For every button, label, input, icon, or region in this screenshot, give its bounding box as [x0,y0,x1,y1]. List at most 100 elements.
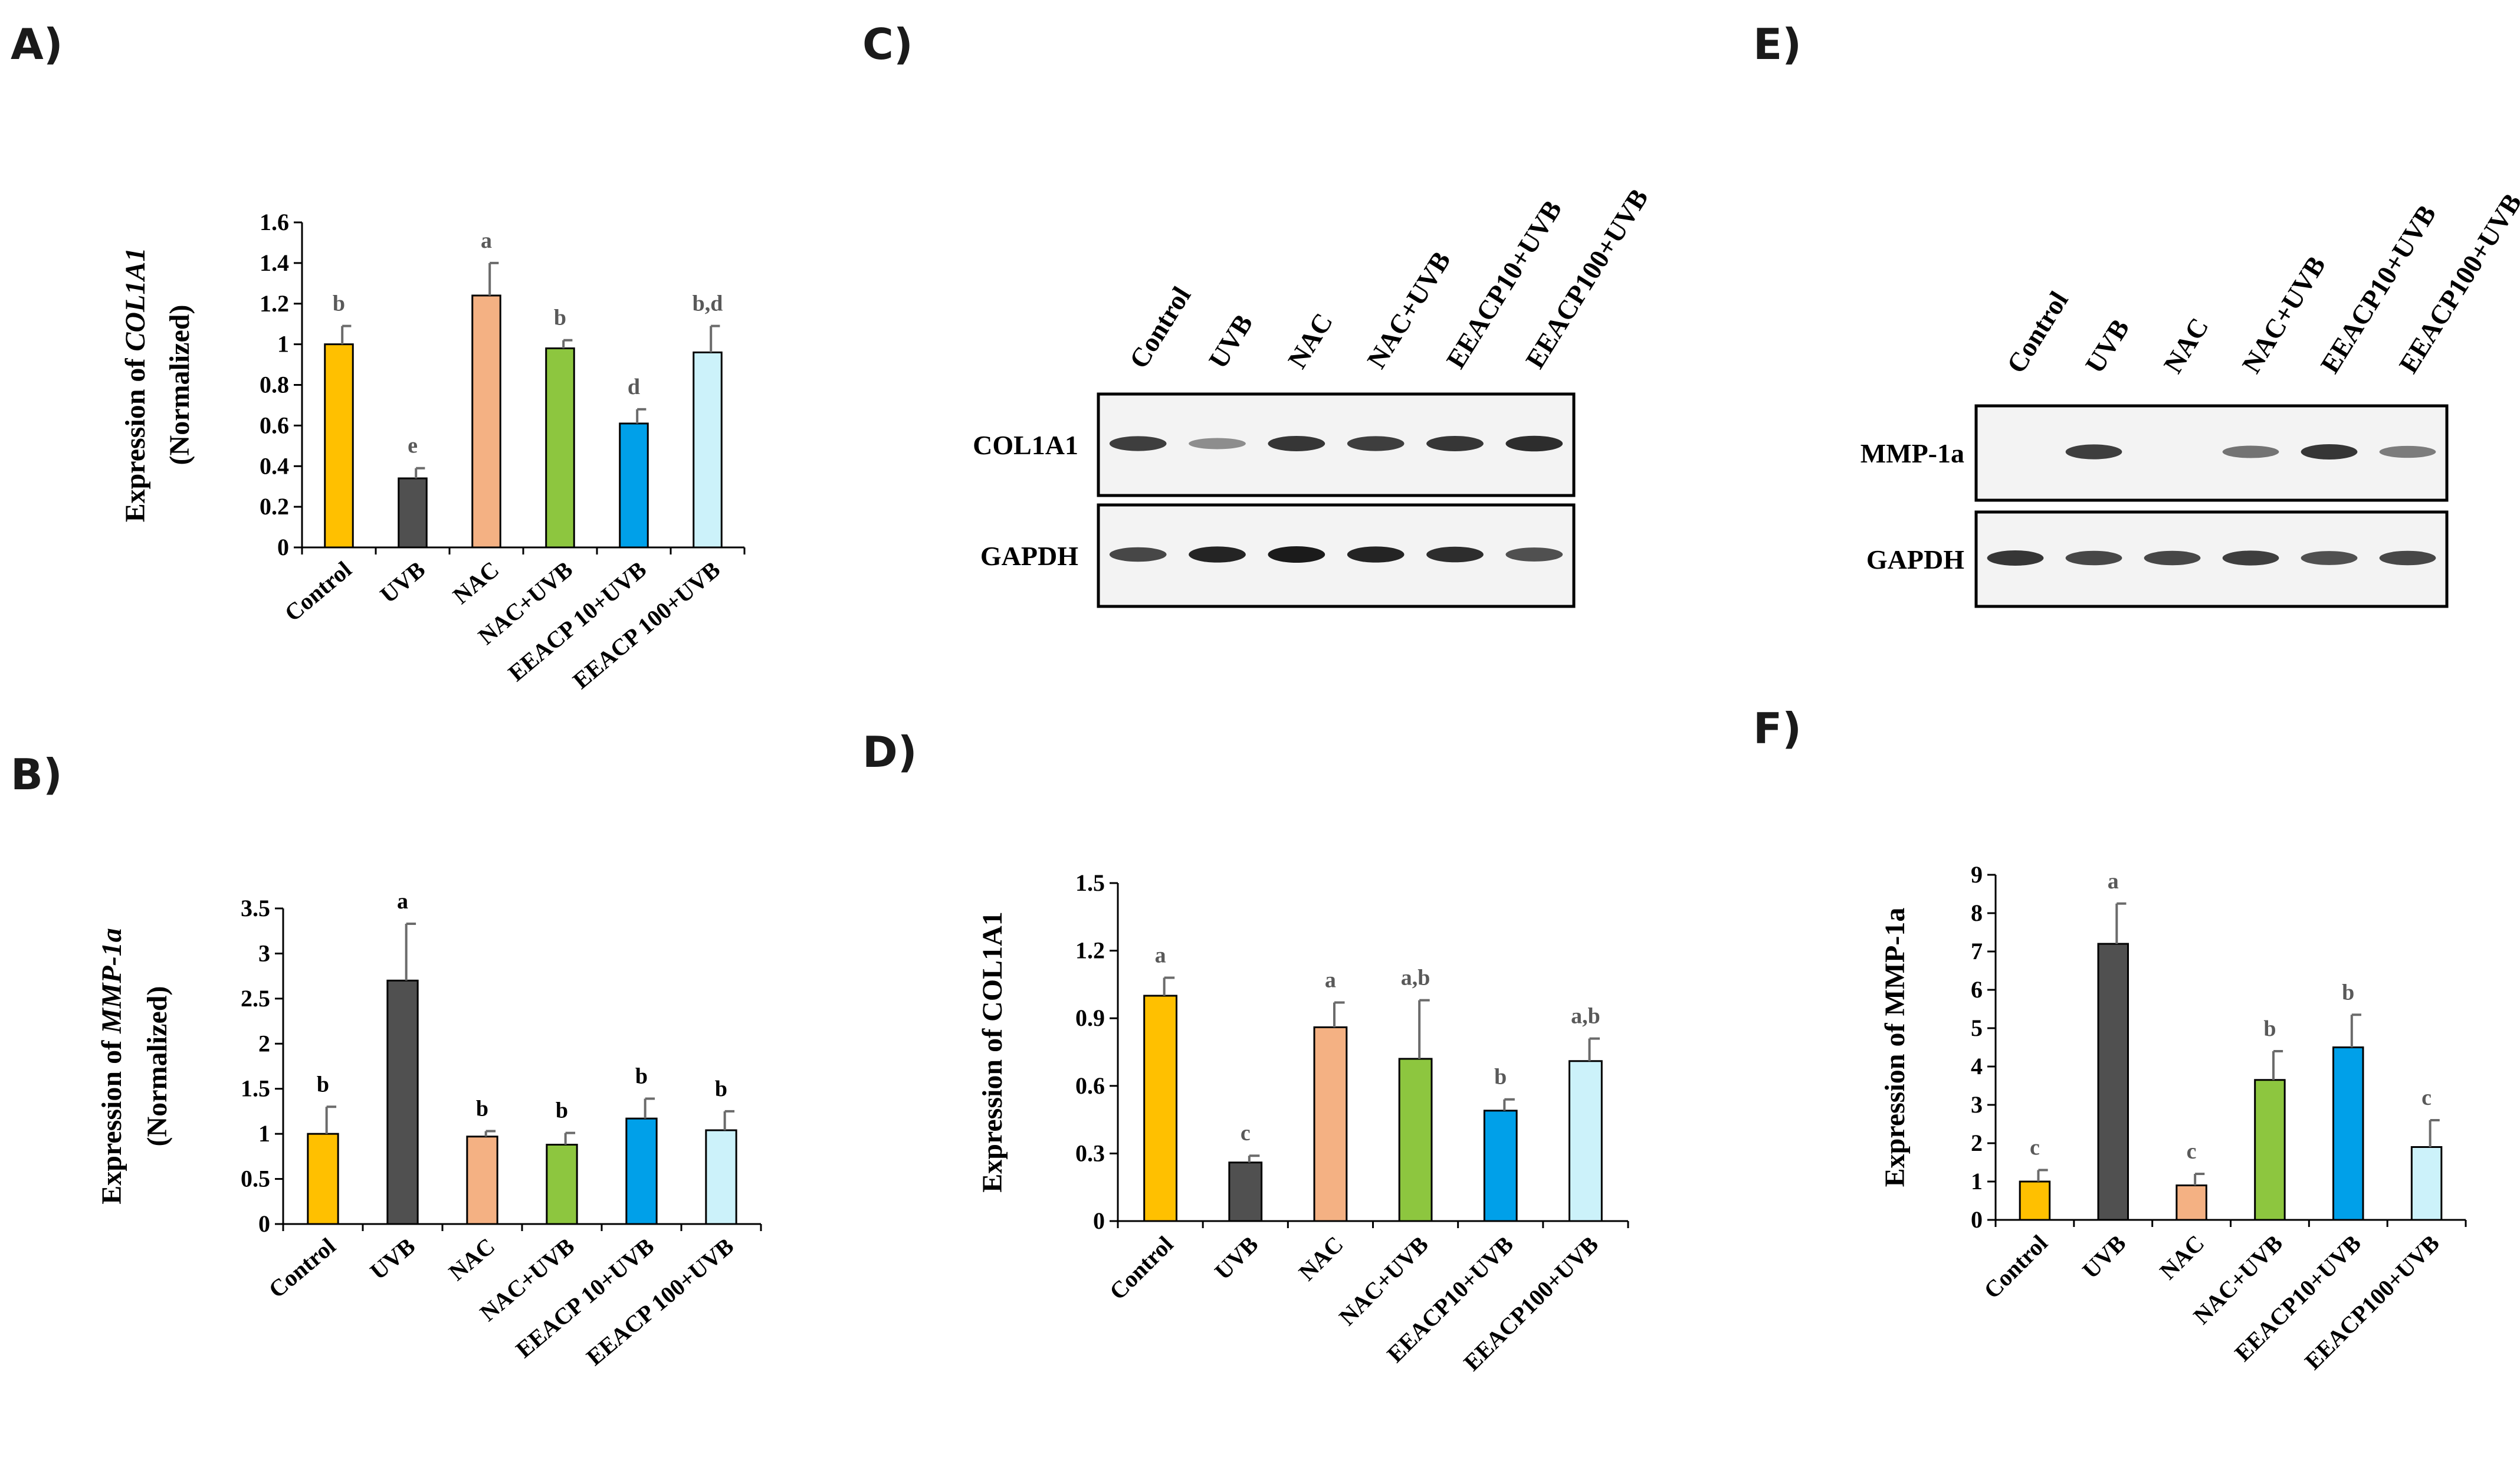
y-axis-label-line2: (Normalized) [142,986,173,1147]
blot-strip [1097,392,1576,497]
y-tick-label: 0 [277,534,289,560]
y-axis-label-gene: COL1A1 [120,248,151,352]
y-tick-label: 0.2 [260,493,289,520]
y-tick-label: 1.2 [1075,937,1105,964]
bar-5 [1483,1110,1518,1222]
band [1505,547,1563,562]
lane-label: Control [1123,281,1196,373]
significance-letter: b [317,1072,329,1097]
bar-1 [1143,995,1177,1222]
significance-letter: b [715,1077,727,1101]
y-tick-label: 3 [1971,1091,1983,1118]
category-label: NAC [1294,1231,1348,1286]
band [1505,435,1563,452]
blot-row-label: GAPDH [1866,544,1964,575]
lane-label: UVB [1203,309,1259,373]
bar-6 [693,351,723,549]
significance-letter: a,b [1571,1004,1600,1029]
y-tick-label: 1.2 [260,290,289,317]
panel-label-d: D) [862,727,917,777]
y-axis-label: Expression of COL1A1 [977,911,1008,1193]
bar-5 [619,422,649,549]
band [1189,438,1246,449]
y-tick-label: 1 [277,331,289,357]
y-tick-label: 0.4 [260,452,289,479]
y-tick-label: 0 [1093,1208,1105,1234]
bar-4 [546,1143,578,1225]
y-tick-label: 3 [258,940,270,966]
category-label: UVB [365,1232,421,1285]
significance-letter: b [2263,1016,2276,1041]
significance-letter: b [1494,1065,1507,1090]
category-label: Control [280,556,357,626]
bar-2 [398,477,428,549]
band [2222,445,2279,458]
panel-label-b: B) [11,750,63,799]
bar-1 [324,343,354,549]
y-tick-label: 1 [258,1120,270,1147]
category-label: UVB [2077,1230,2131,1284]
band [2065,444,2122,460]
lane-label: Control [2001,286,2074,378]
y-axis-label-line2: (Normalized) [164,305,195,465]
significance-letter: b [2342,980,2354,1005]
significance-letter: c [2030,1136,2040,1160]
y-tick-label: 0.9 [1075,1005,1105,1031]
significance-letter: a [481,228,492,253]
significance-letter: a [1155,943,1166,967]
bar-2 [386,979,419,1225]
lane-label: NAC [2158,313,2214,379]
band [2144,550,2201,566]
significance-letter: c [1241,1121,1251,1146]
bar-5 [625,1117,658,1225]
bar-3 [1313,1026,1348,1222]
y-axis-label-gene: MMP-1a [96,928,127,1034]
category-label: UVB [1209,1231,1264,1285]
significance-letter: b [635,1064,648,1089]
western-blot-c: Control UVB NAC NAC+UVBEEACP10+UVBEEACP100+… [973,183,1654,608]
bar-6 [1569,1060,1603,1222]
significance-letter: c [2421,1085,2432,1110]
category-label: Control [1104,1231,1179,1305]
band [1109,547,1167,562]
y-tick-label: 2 [1971,1130,1983,1156]
band [2222,550,2279,566]
category-label: EEACP100+UVB [2299,1230,2444,1375]
y-tick-label: 5 [1971,1015,1983,1041]
blot-row-label: MMP-1a [1861,438,1964,468]
blot-row-label: GAPDH [980,541,1078,571]
y-tick-label: 8 [1971,900,1983,926]
band [1109,436,1167,451]
significance-letter: a,b [1401,966,1430,990]
y-tick-label: 0 [1971,1206,1983,1233]
bar-4 [2254,1079,2286,1221]
significance-letter: a [1325,967,1336,992]
band [2379,550,2436,566]
y-tick-label: 4 [1971,1053,1983,1079]
significance-letter: a [397,889,408,914]
category-label: Control [264,1232,341,1303]
band [1347,546,1405,563]
y-axis-label-prefix: Expression of [120,352,151,523]
bar-2 [2097,943,2129,1221]
y-axis-label: Expression of COL1A1 [120,248,151,523]
band [2065,550,2122,566]
band [1189,546,1246,563]
y-tick-label: 2.5 [241,985,270,1012]
significance-letter: b [333,291,345,316]
band [1426,436,1484,451]
y-tick-label: 0.6 [1075,1072,1105,1099]
chart-a: 0 0.2 0.4 0.6 0.8 1 1.2 1.4 1.6 b Control e UVB a NAC b… [120,209,746,694]
significance-letter: b [476,1097,488,1121]
bar-4 [1398,1058,1433,1222]
blot-row-label: COL1A1 [973,430,1078,460]
blot-strip [1097,503,1576,608]
band [1347,436,1405,451]
significance-letter: e [408,434,418,458]
bar-1 [307,1133,339,1225]
y-tick-label: 0.6 [260,412,289,438]
western-blot-e: Control UVB NAC NAC+UVBEEACP10+UVBEEACP100+… [1861,188,2520,608]
blot-strip [1974,404,2449,502]
y-tick-label: 3.5 [241,895,270,921]
